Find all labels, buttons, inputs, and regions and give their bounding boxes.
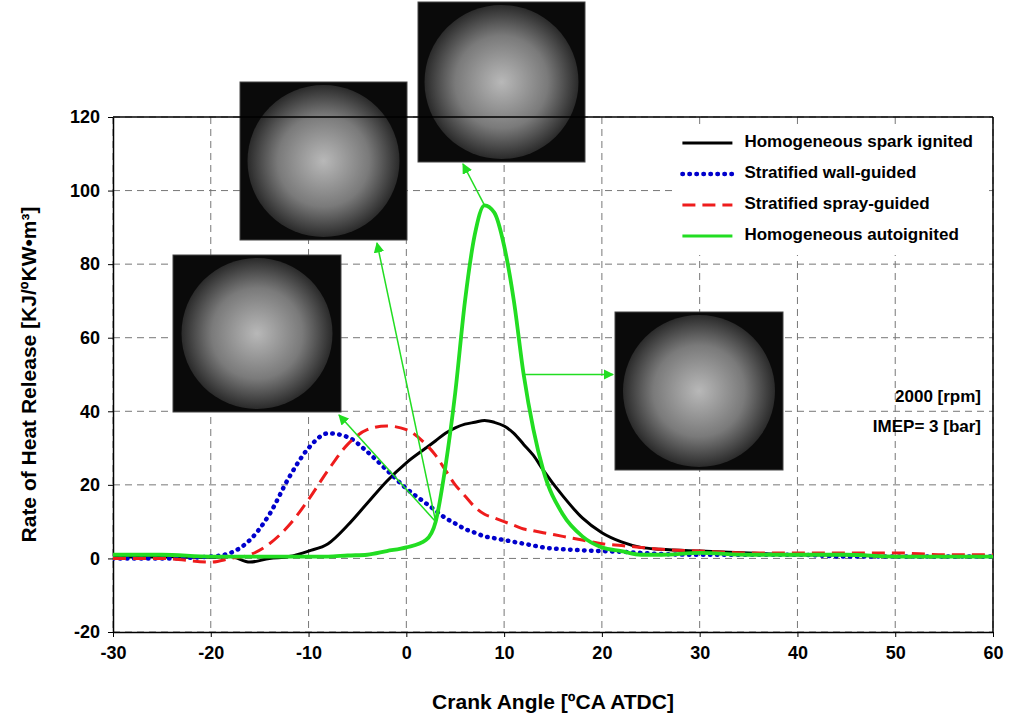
y-axis: -20 0 20 40 60 80 100 120 [70,107,114,642]
tick-label: 100 [70,181,100,201]
tick-label: -30 [100,643,126,663]
tick: 50 [886,632,906,663]
legend-swatch [682,142,732,145]
tick: -10 [296,632,322,663]
legend-swatch [682,172,732,177]
tick-label: 20 [592,643,612,663]
flame-image [418,2,585,162]
grid-line [113,117,993,118]
tick: 120 [70,107,113,127]
flame-image [240,82,407,240]
arrows [339,164,613,522]
tick-label: 30 [690,643,710,663]
tick-label: 80 [80,254,100,274]
tick-label: 0 [90,549,100,569]
arrow [339,415,436,522]
tick-mark [108,411,113,412]
series-line [113,205,993,556]
tick-mark [108,191,113,192]
tick-mark [108,117,113,118]
tick: 100 [70,181,113,201]
grid-line [113,632,993,633]
tick: 0 [402,632,412,663]
annotation: IMEP= 3 [bar] [873,417,981,436]
tick: -30 [100,632,126,663]
frame [113,116,993,118]
tick-label: 0 [402,643,412,663]
legend-label: Stratified wall-guided [744,163,916,182]
axis-line [114,632,994,634]
arrow [377,243,436,522]
flame-image [615,312,783,470]
x-axis: -30 -20 -10 0 10 20 30 40 50 60 [100,632,1003,663]
legend-label: Homogeneous spark ignited [744,132,973,151]
tick-label: -20 [198,643,224,663]
tick-mark [113,632,114,637]
tick: 30 [690,632,710,663]
tick-label: 40 [788,643,808,663]
tick: 40 [788,632,808,663]
tick-mark [504,632,505,637]
tick-label: 60 [983,643,1003,663]
tick-label: 50 [886,643,906,663]
tick-mark [211,632,212,637]
flame-image-disc [248,85,400,237]
x-axis-title: Crank Angle [ºCA ATDC] [432,690,674,713]
tick-label: -20 [74,622,100,642]
legend-label: Homogeneous autoignited [744,225,958,244]
tick-label: 120 [70,107,100,127]
tick: 20 [80,475,113,495]
series-line [113,420,993,562]
legend-swatch [682,235,732,238]
tick-mark [700,632,701,637]
arrow [463,164,485,205]
tick-mark [602,632,603,637]
legend-label: Stratified spray-guided [744,194,929,213]
lines [113,205,993,562]
flame-image [173,255,341,412]
tick-mark [108,632,113,633]
tick-label: 40 [80,402,100,422]
tick-label: -10 [296,643,322,663]
tick: 80 [80,254,113,274]
tick-mark [108,485,113,486]
tick: 40 [80,402,113,422]
tick: 60 [983,632,1003,663]
tick-mark [108,558,113,559]
flame-images [173,2,783,470]
tick: -20 [74,622,113,642]
tick: 20 [592,632,612,663]
tick-mark [108,264,113,265]
flame-image-disc [182,258,333,409]
tick-mark [309,632,310,637]
tick: 10 [495,632,515,663]
flame-image-disc [623,315,775,467]
legend-swatch [682,204,732,207]
tick: 60 [80,328,113,348]
tick-label: 60 [80,328,100,348]
tick-label: 10 [495,643,515,663]
legend: Homogeneous spark ignited Stratified wall… [674,125,985,255]
annotation: 2000 [rpm] [895,387,981,406]
y-axis-title: Rate of Heat Release [KJ/ºKW•m³] [17,207,40,543]
tick-mark [406,632,407,637]
legend-box [674,125,985,255]
tick-mark [993,632,994,637]
tick: -20 [198,632,224,663]
tick-mark [797,632,798,637]
flame-image-disc [425,5,579,159]
tick-mark [895,632,896,637]
grid-line [504,117,505,632]
tick-label: 20 [80,475,100,495]
arrow [524,374,613,376]
tick: 0 [90,549,113,569]
tick-mark [108,338,113,339]
